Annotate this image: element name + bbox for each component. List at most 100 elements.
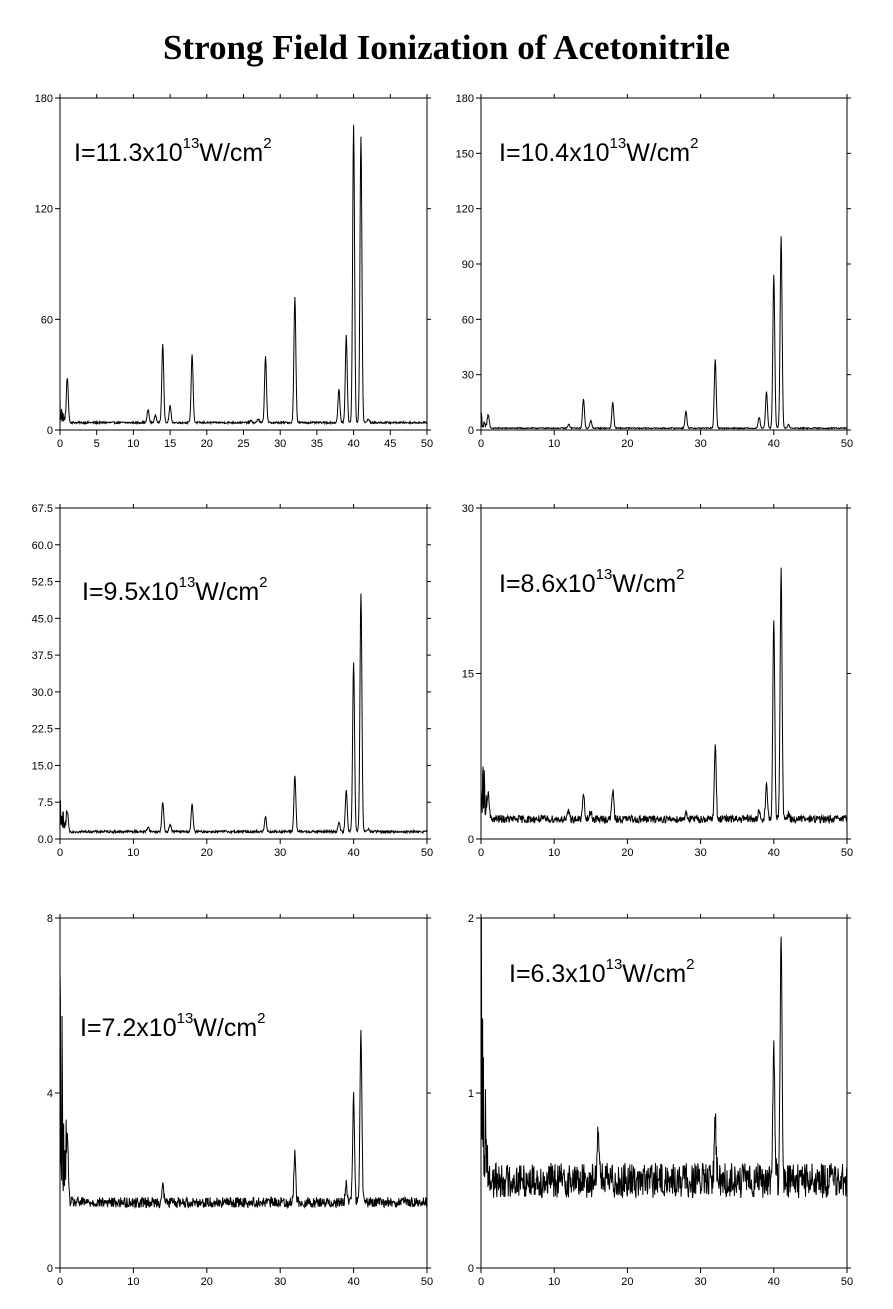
y-tick-label: 2 [468,913,474,925]
unit-exponent: 2 [690,135,698,152]
spectrum-panel-middle-right: 0 10 20 30 40 50 0 15 30 I=8.6x1013W/cm2 [462,503,853,859]
x-tick-label: 10 [127,1276,139,1288]
y-tick-label: 45.0 [32,613,53,625]
unit-exponent: 2 [686,956,694,973]
x-tick-label: 20 [621,438,633,450]
y-tick-label: 30 [462,370,474,382]
intensity-exponent: 13 [606,956,623,973]
intensity-label: I=8.6x1013W/cm2 [499,566,685,598]
x-tick-label: 50 [841,438,853,450]
x-tick-label: 10 [548,438,560,450]
spectrum-trace [59,971,428,1210]
y-tick-label: 7.5 [38,797,53,809]
intensity-exponent: 13 [179,574,196,591]
x-tick-label: 10 [127,438,139,450]
intensity-label: I=7.2x1013W/cm2 [80,1010,266,1042]
y-tick-label: 180 [35,93,53,105]
intensity-label: I=9.5x1013W/cm2 [82,574,268,606]
unit-exponent: 2 [257,1010,265,1027]
spectrum-panel-top-left: 0 5 10 15 20 25 30 35 40 45 50 0 60 120 180 I=11.3x1013… [35,93,433,450]
x-tick-label: 50 [421,438,433,450]
x-tick-label: 0 [478,847,484,859]
y-tick-label: 60 [462,314,474,326]
intensity-unit: W/cm [199,139,263,167]
y-tick-label: 120 [35,204,53,216]
spectrum-panel-top-right: 0 10 20 30 40 50 0 30 60 90 120 150 180 I=10.4x1013W/… [456,93,853,450]
y-tick-label: 52.5 [32,577,53,589]
spectrum-trace [59,124,428,426]
x-tick-label: 0 [478,1276,484,1288]
plot-frame [480,507,848,840]
spectrum-panel-bottom-left: 0 10 20 30 40 50 0 4 8 I=7.2x1013W/cm2 [47,913,433,1288]
x-tick-label: 20 [621,847,633,859]
unit-exponent: 2 [263,135,271,152]
intensity-exponent: 13 [596,566,613,583]
y-tick-label: 0.0 [38,834,53,846]
y-tick-label: 60 [41,314,53,326]
y-tick-label: 4 [47,1088,53,1100]
spectrum-trace [480,917,848,1199]
intensity-prefix: I=6.3x10 [509,960,606,988]
x-tick-label: 10 [548,1276,560,1288]
y-tick-label: 150 [456,148,474,160]
x-tick-label: 40 [347,1276,359,1288]
plot-frame [59,507,428,840]
x-tick-label: 40 [347,438,359,450]
x-tick-label: 30 [274,438,286,450]
intensity-exponent: 13 [610,135,627,152]
x-tick-label: 35 [311,438,323,450]
y-tick-label: 0 [47,425,53,437]
y-tick-label: 8 [47,913,53,925]
x-tick-label: 0 [57,1276,63,1288]
x-tick-label: 10 [548,847,560,859]
intensity-unit: W/cm [195,578,259,606]
intensity-exponent: 13 [177,1010,194,1027]
y-tick-label: 0 [468,834,474,846]
y-tick-label: 0 [47,1263,53,1275]
y-tick-label: 1 [468,1088,474,1100]
x-tick-label: 20 [201,847,213,859]
x-tick-label: 40 [768,438,780,450]
y-tick-label: 37.5 [32,650,53,662]
unit-exponent: 2 [676,566,684,583]
y-tick-label: 90 [462,259,474,271]
unit-exponent: 2 [259,574,267,591]
spectrum-panel-middle-left: 0 10 20 30 40 50 0.0 7.5 15.0 22.5 30.0 37.5 45.0 52.… [32,503,434,859]
y-tick-label: 120 [456,204,474,216]
x-tick-label: 40 [768,1276,780,1288]
intensity-prefix: I=8.6x10 [499,570,596,598]
x-tick-label: 40 [768,847,780,859]
spectrum-trace [59,593,428,835]
y-tick-label: 0 [468,1263,474,1275]
y-tick-label: 60.0 [32,540,53,552]
intensity-unit: W/cm [622,960,686,988]
x-tick-label: 30 [694,438,706,450]
y-tick-label: 30 [462,503,474,515]
x-tick-label: 50 [841,1276,853,1288]
spectrum-trace [480,567,848,825]
y-tick-label: 15.0 [32,760,53,772]
y-tick-label: 30.0 [32,687,53,699]
x-tick-label: 30 [274,1276,286,1288]
intensity-unit: W/cm [612,570,676,598]
x-tick-label: 30 [694,847,706,859]
x-tick-label: 20 [201,438,213,450]
y-tick-label: 180 [456,93,474,105]
intensity-label: I=6.3x1013W/cm2 [509,956,695,988]
x-tick-label: 45 [384,438,396,450]
x-tick-label: 40 [347,847,359,859]
intensity-unit: W/cm [626,139,690,167]
y-tick-label: 67.5 [32,503,53,515]
y-tick-label: 22.5 [32,724,53,736]
intensity-prefix: I=7.2x10 [80,1014,177,1042]
spectrum-trace [480,236,848,430]
intensity-prefix: I=9.5x10 [82,578,179,606]
x-tick-label: 50 [421,847,433,859]
x-tick-label: 30 [274,847,286,859]
x-tick-label: 50 [841,847,853,859]
x-tick-label: 20 [621,1276,633,1288]
x-tick-label: 0 [57,438,63,450]
intensity-label: I=11.3x1013W/cm2 [74,135,272,167]
y-tick-label: 0 [468,425,474,437]
intensity-prefix: I=10.4x10 [499,139,610,167]
